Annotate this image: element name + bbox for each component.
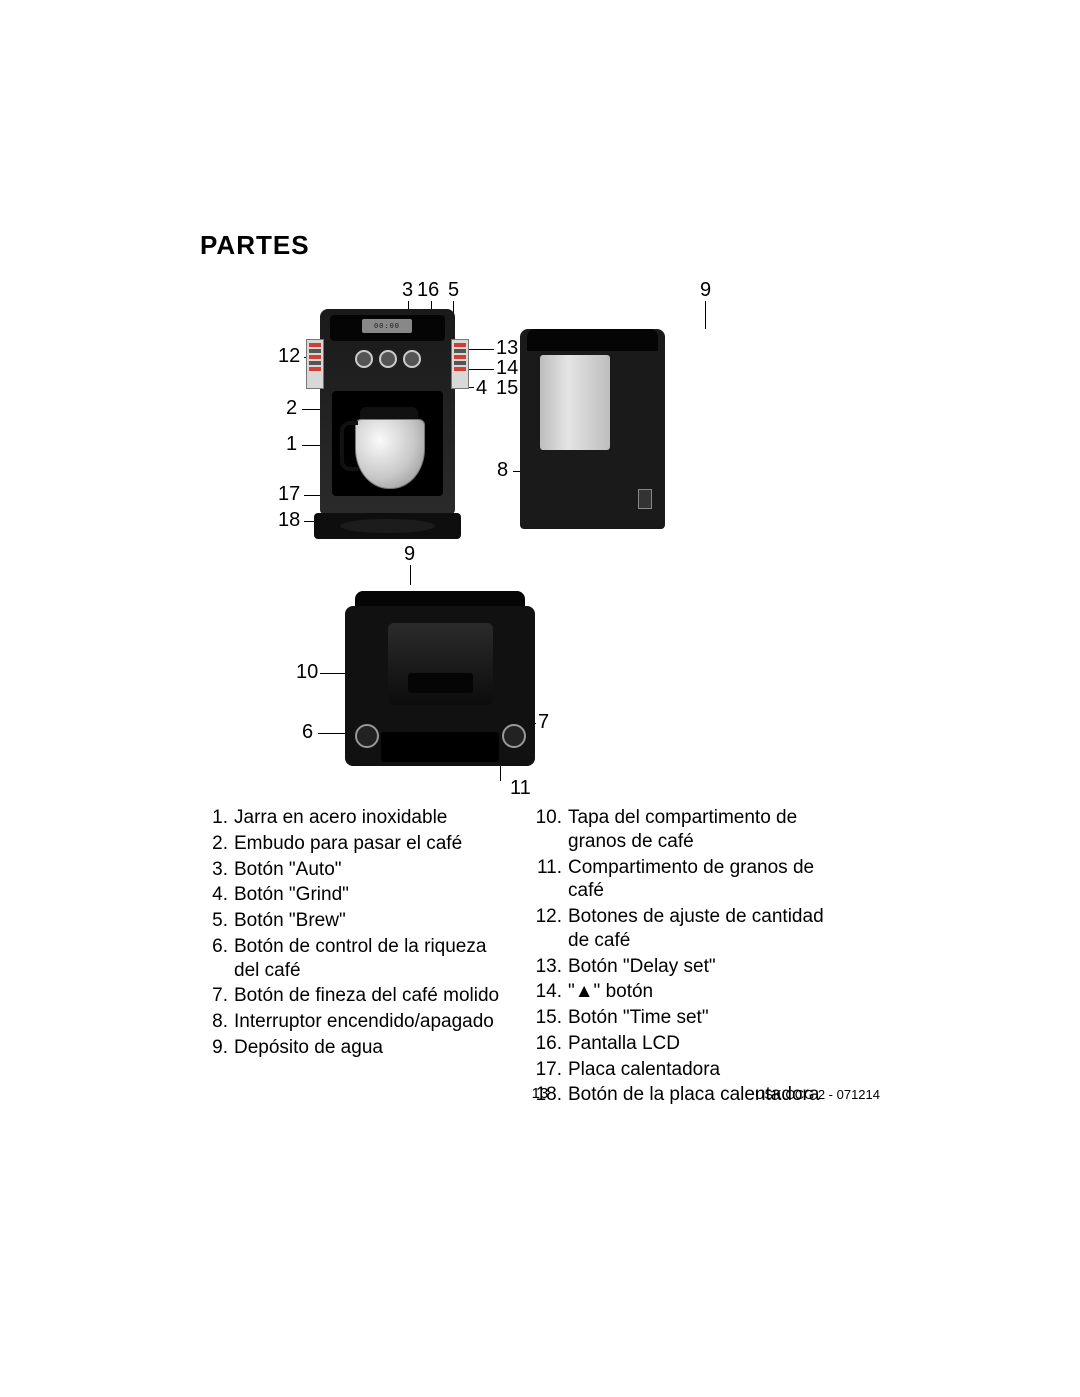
list-item-number: 9. [200,1036,234,1060]
parts-list-item: 4.Botón "Grind" [200,883,500,907]
list-item-number: 2. [200,832,234,856]
parts-list-item: 17.Placa calentadora [534,1058,834,1082]
list-item-text: Embudo para pasar el café [234,832,462,856]
list-item-text: Botón "Auto" [234,858,342,882]
side-view: 8 [515,309,670,534]
lcd-display: 00:00 [362,319,412,333]
list-item-number: 12. [534,905,568,953]
parts-list-item: 15.Botón "Time set" [534,1006,834,1030]
callout-8: 8 [497,459,508,482]
list-item-text: Compartimento de granos de café [568,856,834,904]
list-item-number: 3. [200,858,234,882]
parts-list-item: 6.Botón de control de la riqueza del caf… [200,935,500,983]
parts-list-item: 9.Depósito de agua [200,1036,500,1060]
list-item-text: Interruptor encendido/apagado [234,1010,494,1034]
callout-10: 10 [296,661,318,684]
parts-list-item: 5.Botón "Brew" [200,909,500,933]
parts-list-item: 1.Jarra en acero inoxidable [200,806,500,830]
parts-list-item: 11.Compartimento de granos de café [534,856,834,904]
list-item-text: Placa calentadora [568,1058,720,1082]
list-item-number: 5. [200,909,234,933]
parts-list-item: 2.Embudo para pasar el café [200,832,500,856]
page-number: 13 [0,1085,1080,1102]
section-title: PARTES [200,230,880,261]
list-item-number: 14. [534,980,568,1004]
callout-17: 17 [278,483,300,506]
top-view: 10 6 7 11 [310,591,570,776]
front-view: 12 2 1 17 18 13 14 4 15 00:00 [300,309,475,539]
document-id: USK CCG 2 - 071214 [755,1087,880,1102]
callout-12: 12 [278,345,300,368]
list-item-number: 15. [534,1006,568,1030]
parts-list-item: 8.Interruptor encendido/apagado [200,1010,500,1034]
list-item-text: Botón de control de la riqueza del café [234,935,500,983]
parts-list-item: 12.Botones de ajuste de cantidad de café [534,905,834,953]
list-item-number: 1. [200,806,234,830]
list-item-text: Botón de fineza del café molido [234,984,499,1008]
list-item-text: Tapa del compartimento de granos de café [568,806,834,854]
list-item-number: 6. [200,935,234,983]
list-item-text: Botón "Time set" [568,1006,709,1030]
list-item-text: Depósito de agua [234,1036,383,1060]
list-item-text: Botón "Grind" [234,883,349,907]
parts-list-item: 13.Botón "Delay set" [534,955,834,979]
list-item-number: 4. [200,883,234,907]
callout-18: 18 [278,509,300,532]
list-item-number: 13. [534,955,568,979]
callout-9b: 9 [404,543,415,566]
parts-list-item: 14."▲" botón [534,980,834,1004]
callout-4: 4 [476,377,487,400]
parts-list-item: 10.Tapa del compartimento de granos de c… [534,806,834,854]
callout-11: 11 [510,777,531,800]
list-item-text: Jarra en acero inoxidable [234,806,447,830]
parts-diagram: 3 16 5 9 12 2 1 17 18 13 14 4 15 [300,279,780,776]
parts-list-item: 7.Botón de fineza del café molido [200,984,500,1008]
list-item-text: Botón "Delay set" [568,955,716,979]
parts-legend: 1.Jarra en acero inoxidable2.Embudo para… [200,806,880,1109]
callout-2: 2 [286,397,297,420]
list-item-number: 17. [534,1058,568,1082]
list-item-text: Botón "Brew" [234,909,346,933]
parts-list-item: 16.Pantalla LCD [534,1032,834,1056]
list-item-number: 7. [200,984,234,1008]
callout-6: 6 [302,721,313,744]
parts-list-item: 3.Botón "Auto" [200,858,500,882]
list-item-text: "▲" botón [568,980,653,1004]
list-item-number: 8. [200,1010,234,1034]
list-item-text: Botones de ajuste de cantidad de café [568,905,834,953]
callout-1: 1 [286,433,297,456]
list-item-number: 11. [534,856,568,904]
list-item-number: 10. [534,806,568,854]
list-item-number: 16. [534,1032,568,1056]
list-item-text: Pantalla LCD [568,1032,680,1056]
